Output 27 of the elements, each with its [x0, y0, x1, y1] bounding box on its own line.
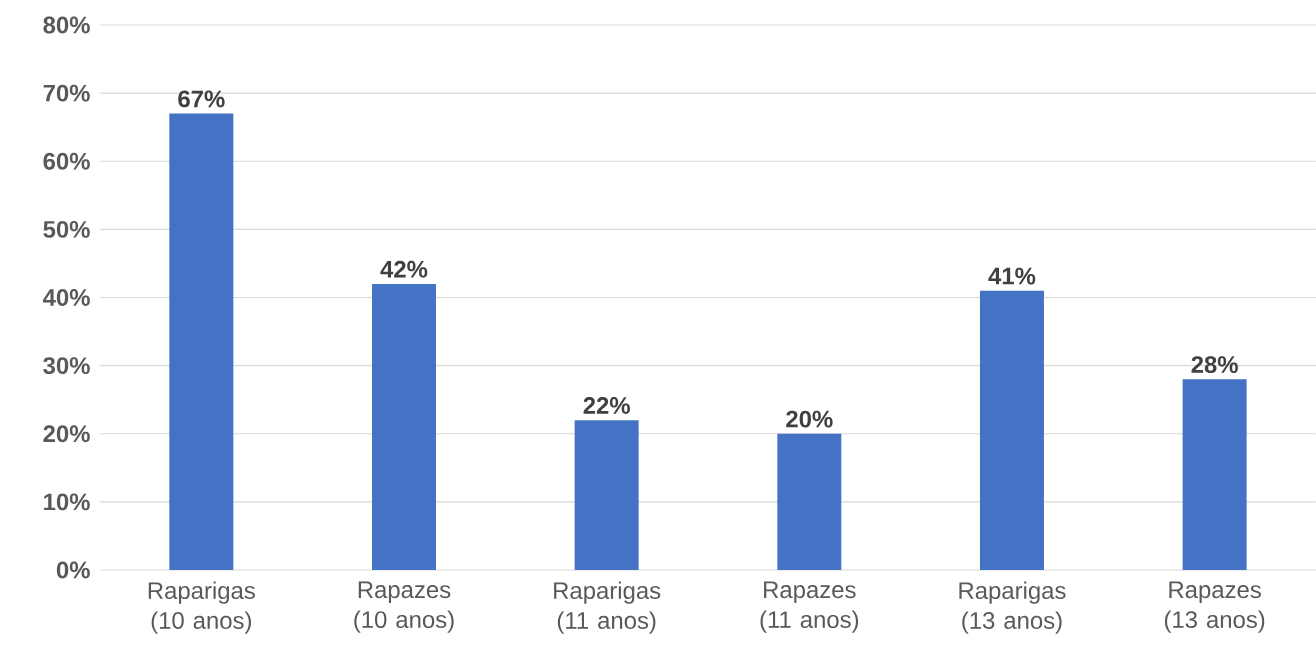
y-tick-label: 60%	[43, 152, 90, 170]
x-tick-label: Raparigas (13 anos)	[959, 581, 1066, 634]
data-label: 67%	[178, 90, 225, 108]
y-tick-label: 10%	[44, 493, 90, 511]
x-tick-label: Rapazes (13 anos)	[1164, 581, 1265, 633]
x-tick-label: Raparigas (10 anos)	[148, 581, 255, 634]
y-tick-label: 0%	[56, 561, 90, 579]
bar	[574, 420, 639, 570]
x-tick-label: Raparigas (11 anos)	[554, 581, 661, 634]
data-label: 20%	[786, 410, 833, 428]
y-tick-label: 50%	[43, 220, 90, 238]
bar	[1182, 379, 1247, 570]
data-label: 28%	[1191, 356, 1238, 374]
bar	[777, 433, 842, 570]
bar	[371, 283, 436, 570]
y-tick-label: 40%	[42, 289, 90, 306]
y-tick-label: 20%	[43, 425, 90, 443]
data-label: 22%	[583, 397, 630, 414]
y-tick-label: 80%	[43, 16, 90, 34]
x-tick-label: Rapazes (10 anos)	[354, 581, 454, 633]
data-label: 41%	[988, 267, 1036, 285]
x-tick-label: Rapazes (11 anos)	[760, 581, 859, 633]
y-tick-label: 70%	[43, 84, 90, 102]
bar	[979, 290, 1044, 570]
y-tick-label: 30%	[43, 357, 90, 375]
bar	[169, 113, 234, 570]
data-label: 42%	[380, 260, 428, 278]
